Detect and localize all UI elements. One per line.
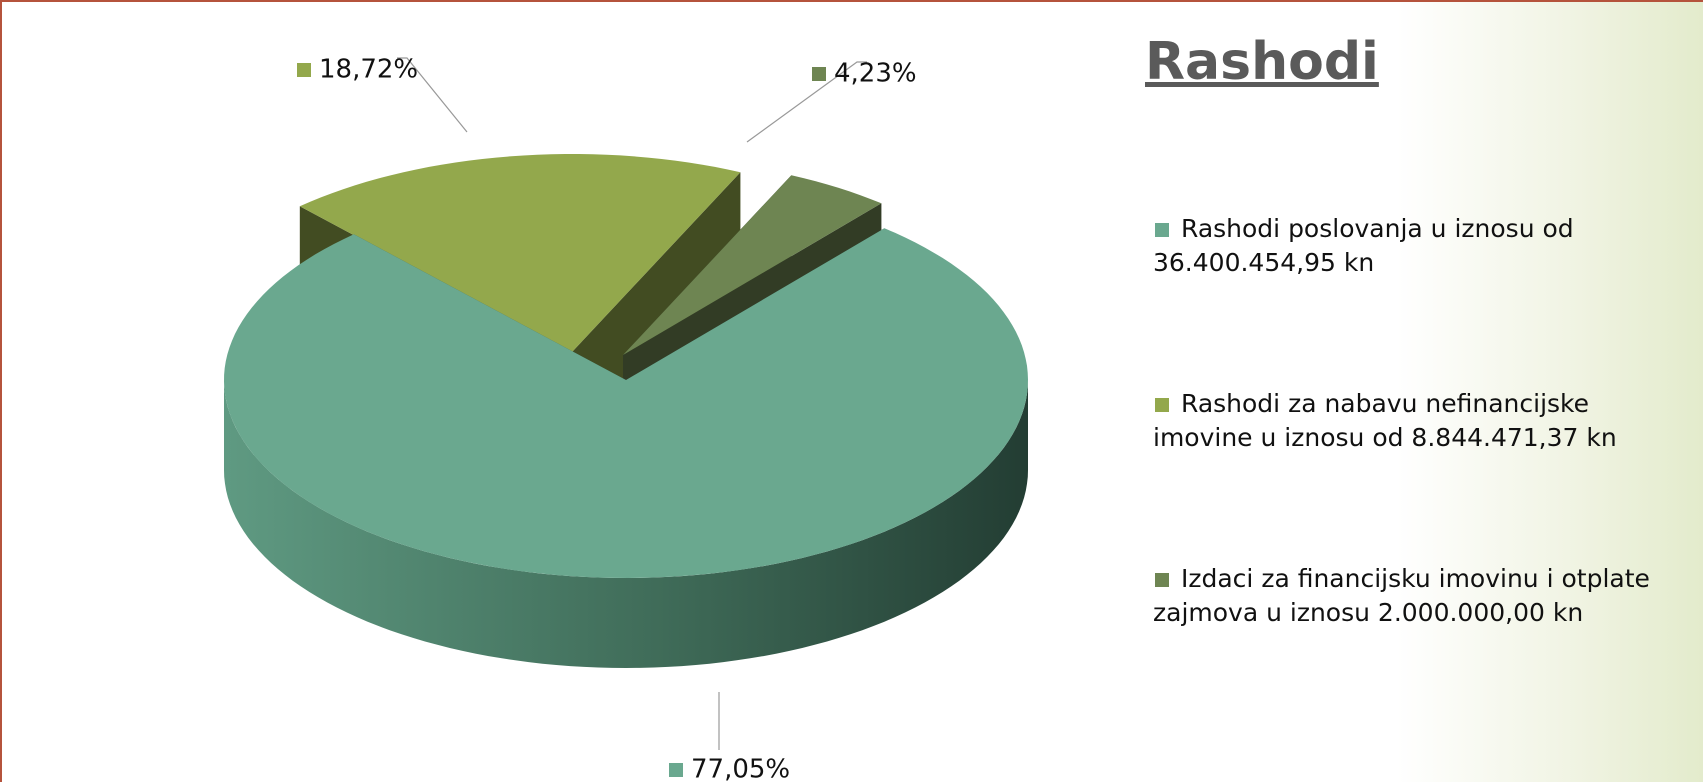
legend-swatch (1155, 398, 1169, 412)
label-swatch (297, 63, 311, 77)
data-label: 4,23% (834, 59, 917, 89)
legend-label: Rashodi za nabavu nefinancijske imovine … (1153, 389, 1617, 452)
legend-item: Rashodi poslovanja u iznosu od 36.400.45… (1153, 212, 1693, 280)
data-label: 77,05% (691, 755, 790, 784)
legend-label: Rashodi poslovanja u iznosu od 36.400.45… (1153, 214, 1574, 277)
legend-item: Izdaci za financijsku imovinu i otplate … (1153, 562, 1693, 630)
label-swatch (812, 67, 826, 81)
chart-title: Rashodi (1145, 32, 1379, 92)
legend-label: Izdaci za financijsku imovinu i otplate … (1153, 564, 1650, 627)
legend-swatch (1155, 573, 1169, 587)
legend-item: Rashodi za nabavu nefinancijske imovine … (1153, 387, 1693, 455)
legend-swatch (1155, 223, 1169, 237)
label-swatch (669, 763, 683, 777)
data-label: 18,72% (319, 55, 418, 85)
